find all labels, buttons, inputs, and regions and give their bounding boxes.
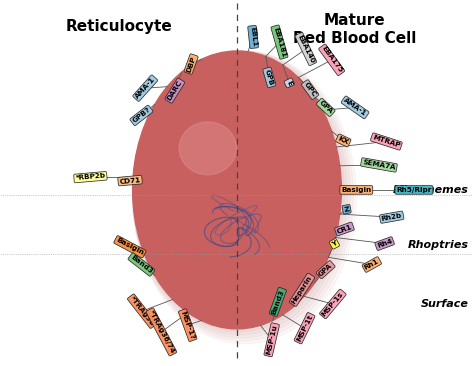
Text: EBL1: EBL1 bbox=[249, 27, 257, 47]
Text: MSP-1?: MSP-1? bbox=[180, 310, 196, 340]
Text: EBA175: EBA175 bbox=[320, 45, 343, 74]
Text: CR1: CR1 bbox=[336, 224, 353, 235]
Text: MSP-1t: MSP-1t bbox=[295, 314, 314, 343]
Ellipse shape bbox=[133, 51, 341, 329]
Text: EBA181: EBA181 bbox=[272, 26, 287, 58]
Text: Mature: Mature bbox=[323, 13, 385, 28]
Text: Reticulocyte: Reticulocyte bbox=[65, 19, 172, 34]
Text: DARC: DARC bbox=[166, 79, 183, 102]
Text: GPA: GPA bbox=[318, 262, 334, 277]
Text: Y: Y bbox=[331, 240, 338, 248]
Text: Band3: Band3 bbox=[271, 289, 285, 315]
Text: Band3: Band3 bbox=[129, 254, 154, 275]
Text: GPC: GPC bbox=[303, 81, 318, 98]
Text: Rh2b: Rh2b bbox=[381, 212, 402, 222]
Text: KX: KX bbox=[337, 135, 350, 146]
Text: Rh1: Rh1 bbox=[364, 258, 380, 271]
Text: EBA140: EBA140 bbox=[296, 34, 315, 64]
Text: Micronemes: Micronemes bbox=[393, 185, 469, 195]
Text: *TRAg38: *TRAg38 bbox=[129, 295, 155, 327]
Text: GPB: GPB bbox=[264, 68, 274, 86]
Text: MSP-1s: MSP-1s bbox=[321, 291, 345, 317]
Text: Surface: Surface bbox=[421, 299, 469, 309]
Text: SEMA7A: SEMA7A bbox=[362, 159, 396, 171]
Text: DBP: DBP bbox=[185, 55, 197, 73]
Text: E: E bbox=[285, 79, 293, 86]
Text: MSP-1u: MSP-1u bbox=[265, 324, 278, 355]
Text: AMA-1: AMA-1 bbox=[343, 97, 368, 117]
Ellipse shape bbox=[179, 122, 237, 175]
Text: GPA: GPA bbox=[318, 100, 334, 115]
Text: Heparin: Heparin bbox=[291, 274, 313, 305]
Text: Rh5/Ripr: Rh5/Ripr bbox=[396, 187, 432, 193]
Text: MTRAP: MTRAP bbox=[372, 134, 401, 149]
Text: Rh4: Rh4 bbox=[376, 238, 393, 249]
Text: AMA-1: AMA-1 bbox=[134, 76, 156, 100]
Text: Basigin: Basigin bbox=[115, 237, 145, 257]
Text: GPB?: GPB? bbox=[131, 107, 152, 124]
Text: Rhoptries: Rhoptries bbox=[408, 239, 469, 250]
Text: *RBP2b: *RBP2b bbox=[75, 173, 106, 182]
Text: Basigin: Basigin bbox=[341, 187, 372, 193]
Text: *TRAg36/74: *TRAg36/74 bbox=[147, 309, 175, 355]
Text: CD71: CD71 bbox=[119, 177, 141, 184]
Text: Red Blood Cell: Red Blood Cell bbox=[292, 31, 416, 46]
Text: Z: Z bbox=[344, 206, 350, 213]
